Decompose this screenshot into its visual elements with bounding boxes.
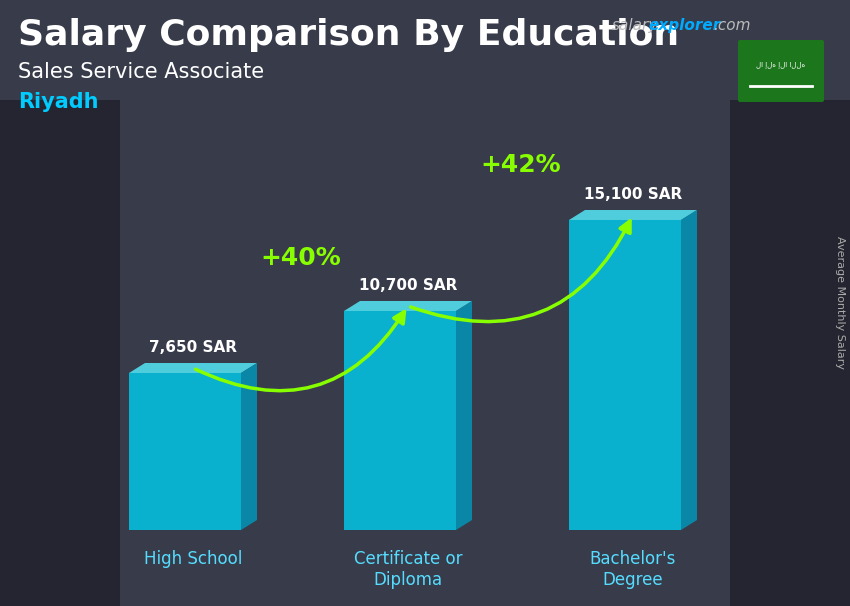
Text: .com: .com bbox=[713, 18, 751, 33]
Text: Bachelor's
Degree: Bachelor's Degree bbox=[590, 550, 677, 589]
Polygon shape bbox=[129, 363, 257, 373]
Polygon shape bbox=[569, 220, 681, 530]
Bar bbox=[730, 100, 850, 606]
Text: 10,700 SAR: 10,700 SAR bbox=[359, 278, 457, 293]
Text: Sales Service Associate: Sales Service Associate bbox=[18, 62, 264, 82]
Text: salary: salary bbox=[612, 18, 658, 33]
Text: +42%: +42% bbox=[480, 153, 561, 177]
Text: +40%: +40% bbox=[260, 246, 341, 270]
Text: Certificate or
Diploma: Certificate or Diploma bbox=[354, 550, 462, 589]
Polygon shape bbox=[456, 301, 472, 530]
Polygon shape bbox=[569, 210, 697, 220]
FancyBboxPatch shape bbox=[738, 40, 824, 102]
Text: Average Monthly Salary: Average Monthly Salary bbox=[835, 236, 845, 370]
Text: explorer: explorer bbox=[648, 18, 720, 33]
Text: لا إله إلا الله: لا إله إلا الله bbox=[756, 62, 806, 68]
Text: Riyadh: Riyadh bbox=[18, 92, 99, 112]
Bar bbox=[0, 100, 120, 606]
Polygon shape bbox=[681, 210, 697, 530]
Polygon shape bbox=[129, 373, 241, 530]
Text: 7,650 SAR: 7,650 SAR bbox=[149, 340, 237, 355]
Text: 15,100 SAR: 15,100 SAR bbox=[584, 187, 682, 202]
Polygon shape bbox=[344, 311, 456, 530]
Text: High School: High School bbox=[144, 550, 242, 568]
Polygon shape bbox=[344, 301, 472, 311]
Polygon shape bbox=[241, 363, 257, 530]
Text: Salary Comparison By Education: Salary Comparison By Education bbox=[18, 18, 679, 52]
